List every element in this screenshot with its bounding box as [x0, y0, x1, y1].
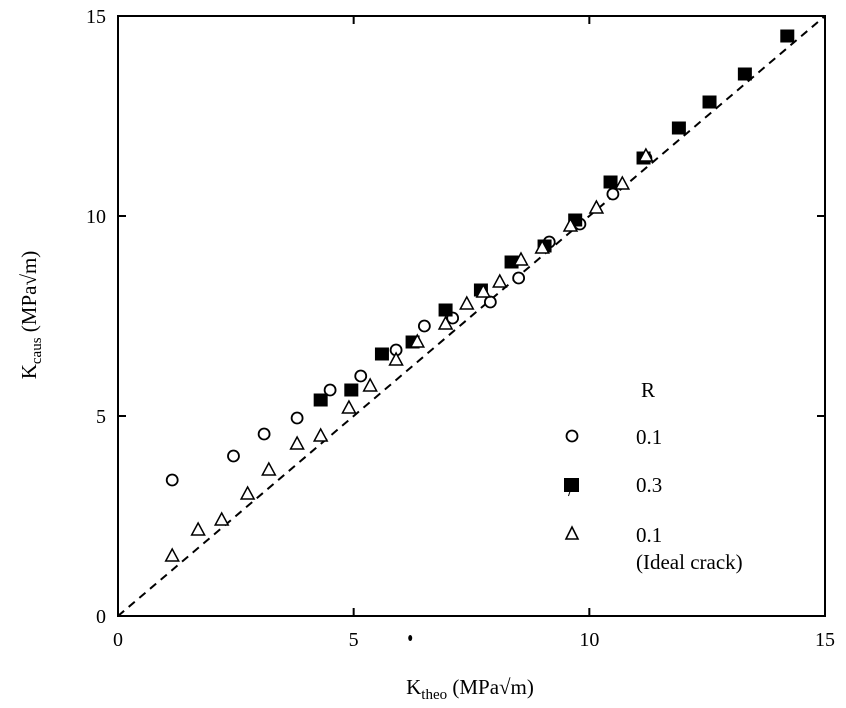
circle-point [323, 383, 337, 397]
triangle-point [437, 315, 454, 330]
circle-point [290, 411, 304, 425]
x-axis-label-main: K [406, 675, 421, 699]
y-tick-label: 15 [86, 6, 106, 28]
reference-line [117, 15, 826, 617]
triangle-point [388, 351, 404, 366]
triangle-point [513, 251, 529, 266]
legend-marker-square [564, 478, 579, 492]
triangle-point [459, 295, 475, 310]
x-axis-label-unit: (MPa√m) [447, 675, 534, 699]
circle-point [417, 319, 431, 333]
data-marks [164, 29, 795, 641]
legend-title: R [641, 378, 655, 402]
square-point [603, 175, 618, 189]
plot-axes [117, 15, 826, 617]
y-axis-label-unit: (MPa√m) [17, 251, 41, 338]
triangle-point [261, 461, 277, 476]
square-point [780, 29, 795, 43]
y-tick-label: 5 [96, 406, 106, 428]
circle-point [606, 187, 620, 201]
triangle-point [164, 547, 180, 562]
legend-label-circle: 0.1 [636, 425, 662, 449]
square-point [737, 67, 752, 81]
triangle-point [341, 399, 357, 414]
x-tick-label: 0 [113, 629, 123, 651]
x-tick-label: 5 [349, 629, 359, 651]
square-point [671, 121, 686, 135]
legend: R 0.1 0.3 0.1 (Ideal crack) [564, 378, 743, 574]
triangle-point [475, 283, 492, 298]
triangle-point [362, 377, 378, 392]
triangle-point [562, 217, 579, 232]
legend-marker-triangle [564, 525, 580, 540]
plot-frame [117, 15, 826, 617]
square-point [313, 393, 328, 407]
circle-point [257, 427, 271, 441]
triangle-point [409, 333, 426, 348]
circle-point [512, 271, 526, 285]
x-axis-label: Ktheo (MPa√m) [406, 675, 534, 703]
legend-label-triangle: 0.1 [636, 523, 662, 547]
square-point [438, 303, 453, 317]
stray-dot [408, 635, 413, 641]
triangle-point [638, 147, 654, 162]
square-point [344, 383, 359, 397]
x-tick-label: 10 [579, 629, 599, 651]
triangle-point [190, 521, 206, 536]
triangle-point [289, 435, 305, 450]
triangle-point [213, 511, 230, 526]
x-axis-label-sub: theo [421, 687, 447, 703]
x-tick-label: 15 [815, 629, 835, 651]
y-tick-label: 0 [96, 606, 106, 628]
square-point [374, 347, 389, 361]
circle-point [165, 473, 179, 487]
triangle-point [492, 273, 508, 288]
circle-point [227, 449, 240, 463]
triangle-point [312, 427, 329, 442]
y-axis-label: Kcaus (MPa√m) [17, 251, 45, 380]
triangle-point [534, 239, 550, 254]
square-point [702, 95, 717, 109]
y-tick-label: 10 [86, 206, 106, 228]
triangle-point [614, 175, 631, 190]
tick-labels: 0 5 10 15 0 5 10 15 [86, 6, 835, 651]
circle-point [354, 369, 368, 383]
legend-sublabel-triangle: (Ideal crack) [636, 550, 743, 574]
triangle-point [239, 485, 256, 500]
legend-label-square: 0.3 [636, 473, 662, 497]
legend-marker-circle [565, 429, 579, 443]
circle-point [483, 295, 497, 309]
y-equals-x-dashed-line [117, 15, 826, 617]
y-axis-label-sub: caus [29, 337, 45, 364]
triangle-point [588, 199, 605, 214]
y-axis-label-main: K [17, 364, 41, 379]
